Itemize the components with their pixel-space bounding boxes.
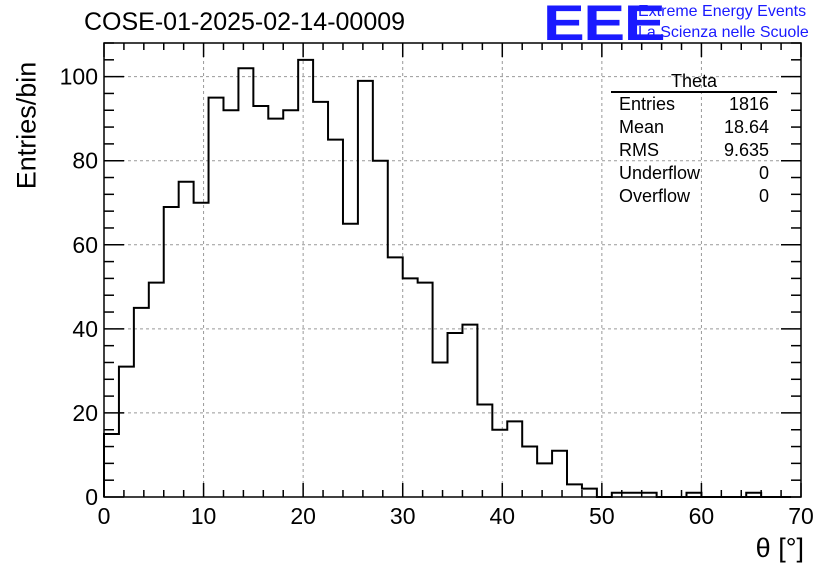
x-tick-label: 20: [290, 503, 316, 529]
stats-value: 0: [758, 186, 769, 206]
stats-label: RMS: [619, 140, 659, 160]
y-tick-label: 40: [72, 316, 98, 342]
stats-row-overflow: Overflow 0: [611, 185, 777, 208]
x-tick-label: 40: [489, 503, 515, 529]
stats-row-entries: Entries 1816: [611, 93, 777, 116]
stats-box: Theta Entries 1816 Mean 18.64 RMS 9.635 …: [611, 72, 777, 208]
x-axis-label: θ [°]: [755, 533, 804, 563]
stats-value: 0: [758, 163, 769, 183]
y-tick-label: 100: [60, 64, 98, 90]
stats-value: 18.64: [723, 117, 769, 137]
y-tick-label: 0: [85, 484, 98, 510]
x-tick-label: 0: [98, 503, 111, 529]
stats-row-rms: RMS 9.635: [611, 139, 777, 162]
x-tick-label: 70: [788, 503, 814, 529]
histogram-series: [103, 58, 792, 498]
x-tick-label: 10: [191, 503, 217, 529]
x-tick-label: 30: [390, 503, 416, 529]
eee-logo-line1: Extreme Energy Events: [638, 3, 807, 20]
y-tick-label: 80: [72, 148, 98, 174]
stats-row-mean: Mean 18.64: [611, 116, 777, 139]
stats-label: Underflow: [619, 163, 701, 183]
stats-row-underflow: Underflow 0: [611, 162, 777, 185]
eee-logo-line2: La Scienza nelle Scuole: [638, 24, 809, 41]
y-axis-label: Entries/bin: [11, 61, 42, 190]
stats-box-title: Theta: [611, 72, 777, 93]
x-tick-label: 60: [689, 503, 715, 529]
stats-label: Entries: [619, 94, 676, 114]
y-tick-label: 20: [72, 400, 98, 426]
chart-title: COSE-01-2025-02-14-00009: [84, 8, 406, 36]
stats-label: Overflow: [619, 186, 691, 206]
eee-logo-mark: EEE: [543, 0, 666, 51]
x-tick-label: 50: [589, 503, 615, 529]
stats-label: Mean: [619, 117, 665, 137]
plot-frame: [103, 42, 802, 498]
stats-value: 9.635: [723, 140, 769, 160]
y-tick-label: 60: [72, 232, 98, 258]
stats-value: 1816: [728, 94, 769, 114]
